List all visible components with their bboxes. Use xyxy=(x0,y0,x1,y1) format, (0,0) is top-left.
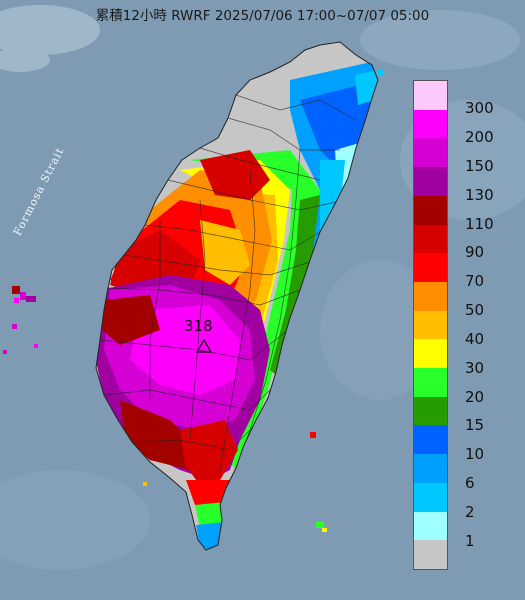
legend-swatch xyxy=(414,253,447,282)
legend-swatch xyxy=(414,167,447,196)
legend-label: 6 xyxy=(465,474,475,493)
legend-swatch xyxy=(414,138,447,168)
legend-label: 90 xyxy=(465,243,485,262)
legend-label: 130 xyxy=(465,185,494,204)
legend-label: 110 xyxy=(465,214,494,233)
legend-color-bar xyxy=(413,80,448,570)
legend-label: 15 xyxy=(465,416,485,435)
legend-swatch xyxy=(414,310,447,340)
max-marker-icon xyxy=(195,338,213,353)
legend-swatch xyxy=(414,511,447,541)
legend-swatch xyxy=(414,540,447,569)
legend-swatch xyxy=(414,224,447,254)
legend-label: 10 xyxy=(465,445,485,464)
map-title: 累積12小時 RWRF 2025/07/06 17:00~07/07 05:00 xyxy=(95,8,430,24)
legend-label: 50 xyxy=(465,301,485,320)
legend-label: 1 xyxy=(465,531,475,550)
legend-labels: 300 200 150 130 110 90 70 50 40 30 20 15 10 6 2 1 xyxy=(465,80,515,570)
legend-label: 2 xyxy=(465,502,475,521)
legend-swatch xyxy=(414,396,447,426)
legend-swatch xyxy=(414,482,447,512)
legend-swatch xyxy=(414,81,447,110)
legend-swatch xyxy=(414,195,447,225)
legend-swatch xyxy=(414,425,447,455)
boundaries xyxy=(99,94,357,471)
legend-label: 200 xyxy=(465,128,494,147)
legend-label: 20 xyxy=(465,387,485,406)
legend-swatch xyxy=(414,109,447,139)
legend-swatch xyxy=(414,368,447,397)
legend-swatch xyxy=(414,339,447,369)
legend-label: 70 xyxy=(465,272,485,291)
legend-label: 300 xyxy=(465,99,494,118)
legend-swatch xyxy=(414,454,447,483)
legend-label: 150 xyxy=(465,156,494,175)
max-value-label: 318 xyxy=(184,317,213,335)
legend-label: 30 xyxy=(465,358,485,377)
island-outline xyxy=(95,41,379,551)
legend-swatch xyxy=(414,281,447,311)
offshore-rain xyxy=(3,70,383,532)
legend-label: 40 xyxy=(465,329,485,348)
